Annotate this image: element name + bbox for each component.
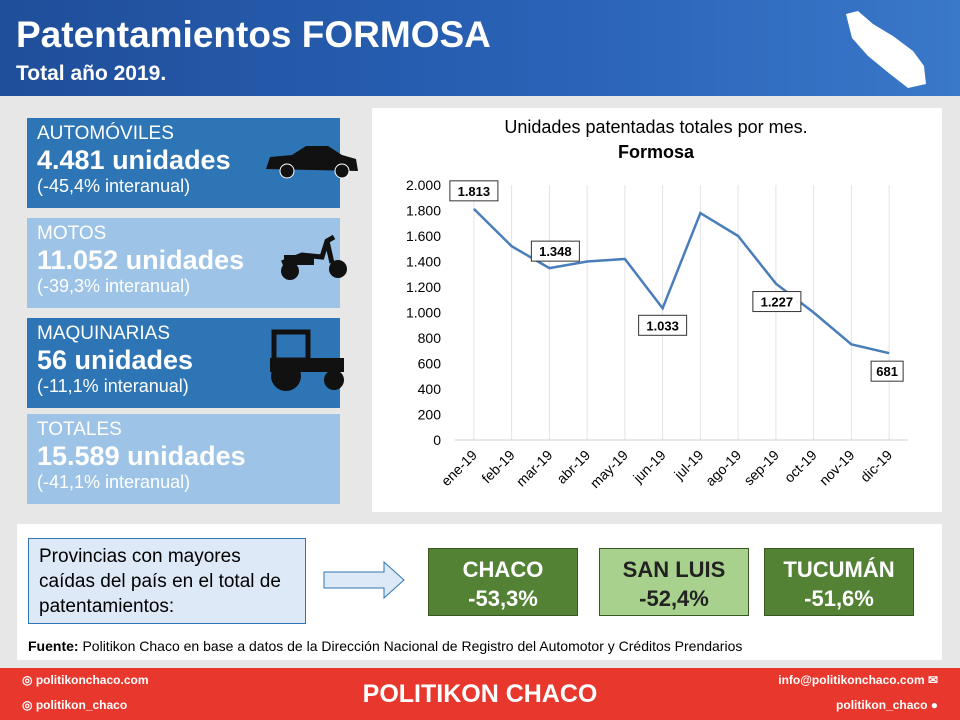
chart-panel [372, 108, 942, 512]
tractor-icon [270, 329, 344, 391]
province-change: -52,4% [639, 586, 709, 611]
province-change: -51,6% [804, 586, 874, 611]
data-label: 1.033 [646, 318, 679, 333]
footer-web: ◎ politikonchaco.com [22, 673, 149, 687]
y-tick-label: 1.000 [406, 305, 441, 321]
province-name: SAN LUIS [622, 557, 726, 582]
province-box: SAN LUIS -52,4% [599, 548, 749, 616]
card: MOTOS 11.052 unidades (-39,3% interanual) [27, 218, 347, 308]
footer-email: info@politikonchaco.com ✉ [778, 673, 938, 687]
data-label: 681 [876, 364, 898, 379]
chart-subtitle: Formosa [618, 142, 695, 162]
data-label: 1.348 [539, 244, 572, 259]
web: politikonchaco.com [35, 673, 149, 687]
data-label-box [870, 360, 904, 382]
province-name: CHACO [462, 557, 544, 582]
card-category: MAQUINARIAS [37, 323, 171, 344]
y-tick-label: 1.200 [406, 279, 441, 295]
card-category: AUTOMÓVILES [37, 123, 174, 144]
card-change: (-45,4% interanual) [37, 176, 191, 196]
card: MAQUINARIAS 56 unidades (-11,1% interanual… [27, 318, 344, 408]
province-box: CHACO -53,3% [428, 548, 578, 616]
footer-twitter: politikon_chaco ● [836, 698, 938, 712]
card-change: (-11,1% interanual) [37, 376, 189, 396]
moto-icon [281, 234, 347, 280]
data-label-box [752, 291, 802, 313]
y-tick-label: 0 [433, 432, 441, 448]
y-tick-label: 800 [418, 330, 442, 346]
y-tick-label: 1.600 [406, 228, 441, 244]
card-change: (-39,3% interanual) [37, 276, 191, 296]
y-tick-label: 200 [418, 407, 442, 423]
footer: ◎ politikonchaco.com ◎ politikon_chaco P… [0, 668, 960, 720]
header: Patentamientos FORMOSA Total año 2019. [0, 0, 960, 96]
province-box: TUCUMÁN -51,6% [764, 548, 914, 616]
card-units: 56 unidades [37, 345, 194, 375]
province-name: TUCUMÁN [783, 557, 895, 582]
brand: POLITIKON CHACO [362, 680, 598, 708]
twitter: politikon_chaco [836, 698, 928, 712]
card-units: 11.052 unidades [37, 245, 245, 275]
data-label-box [449, 180, 499, 202]
data-label-box [638, 314, 688, 336]
car-icon [266, 146, 358, 179]
card-category: MOTOS [37, 223, 107, 244]
email: info@politikonchaco.com [778, 673, 925, 687]
subtitle: Total año 2019. [16, 62, 167, 85]
card: TOTALES 15.589 unidades (-41,1% interanual… [27, 414, 340, 504]
card-category: TOTALES [37, 419, 122, 440]
y-tick-label: 400 [418, 381, 442, 397]
arrow [323, 560, 405, 600]
source-text: Politikon Chaco en base a datos de la Di… [82, 638, 743, 654]
source: Fuente: Politikon Chaco en base a datos … [28, 638, 742, 654]
line [472, 207, 890, 355]
footer-instagram: ◎ politikon_chaco [22, 698, 128, 712]
y-tick-label: 1.800 [406, 203, 441, 219]
data-label: 1.227 [761, 295, 794, 310]
chart-title: Unidades patentadas totales por mes. [504, 117, 807, 137]
title: Patentamientos FORMOSA [16, 14, 491, 55]
map-icon [846, 11, 926, 88]
province-change: -53,3% [468, 586, 538, 611]
y-tick-label: 1.400 [406, 254, 441, 270]
y-tick-label: 2.000 [406, 177, 441, 193]
source-label: Fuente: [28, 638, 79, 654]
card-units: 4.481 unidades [37, 145, 231, 175]
instagram: politikon_chaco [35, 698, 128, 712]
y-tick-label: 600 [418, 356, 442, 372]
card: AUTOMÓVILES 4.481 unidades (-45,4% interan… [27, 118, 358, 208]
data-label-box [530, 240, 580, 262]
card-change: (-41,1% interanual) [37, 472, 191, 492]
provinces-intro: Provincias con mayores caídas del país e… [28, 538, 306, 624]
data-label: 1.813 [458, 184, 491, 199]
card-units: 15.589 unidades [37, 441, 246, 471]
